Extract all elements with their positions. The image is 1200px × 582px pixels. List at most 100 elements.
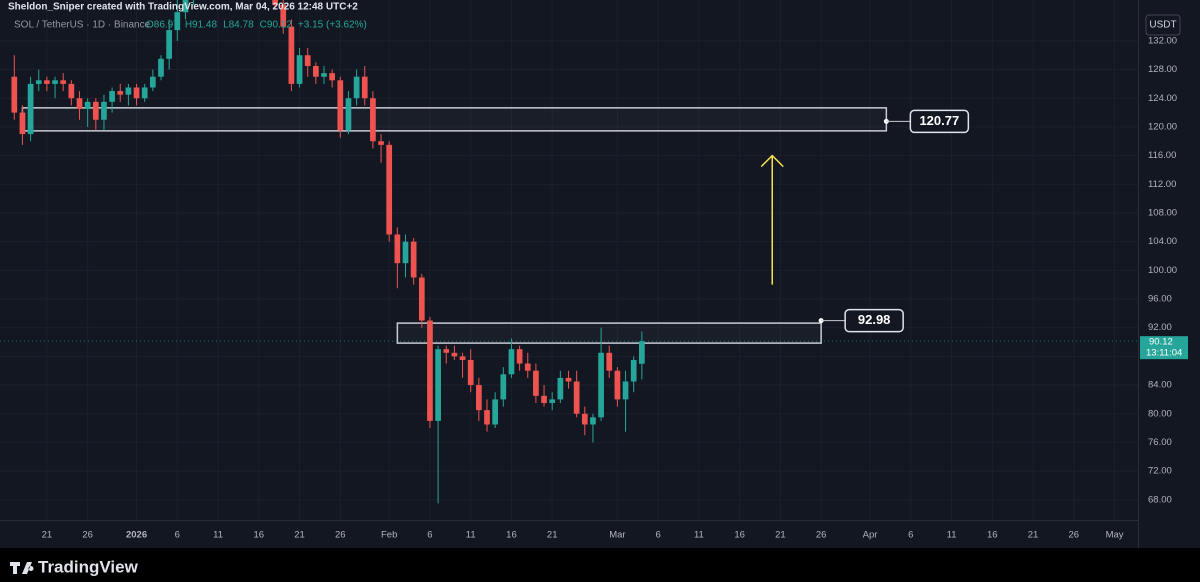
credit: Sheldon_Sniper created with TradingView.… <box>8 2 358 13</box>
y-tick-label: 124.00 <box>1148 93 1177 104</box>
candle-body <box>622 381 629 400</box>
x-tick-label: 6 <box>908 530 913 541</box>
x-tick-label: 2026 <box>126 530 147 541</box>
x-tick-label: 11 <box>947 530 957 541</box>
candle-body <box>443 349 450 353</box>
candle-body <box>117 91 124 95</box>
y-tick-label: 84.00 <box>1148 380 1172 391</box>
axes: 68.0072.0076.0080.0084.0088.0092.0096.00… <box>42 35 1177 540</box>
y-tick-label: 132.00 <box>1148 35 1177 46</box>
zone-label: 92.98 <box>858 312 891 327</box>
candle-body <box>378 141 384 145</box>
countdown: 13:11:04 <box>1146 348 1182 359</box>
x-tick-label: 26 <box>816 530 827 541</box>
candle-body <box>60 80 67 84</box>
candle-body <box>337 80 344 131</box>
candle-body <box>565 377 572 382</box>
candle-body <box>557 377 564 400</box>
y-tick-label: 112.00 <box>1148 179 1176 190</box>
candle-body <box>288 26 295 84</box>
chart-background <box>0 0 1200 548</box>
candle-body <box>500 374 507 400</box>
x-tick-label: 16 <box>734 530 745 541</box>
ohlc-value: H91.48 <box>185 20 218 31</box>
plot-area <box>0 0 1138 504</box>
x-tick-label: Apr <box>863 530 878 541</box>
candle-body <box>590 417 596 425</box>
candle-body <box>68 83 75 99</box>
x-tick-label: Mar <box>609 530 625 541</box>
candle-body <box>182 0 189 13</box>
y-tick-label: 76.00 <box>1148 437 1172 448</box>
zone-label-box <box>844 308 904 333</box>
y-tick-label: 80.00 <box>1148 408 1172 419</box>
candle-body <box>451 352 458 357</box>
y-tick-label: 68.00 <box>1148 494 1172 505</box>
candle-body <box>304 55 311 66</box>
x-tick-label: 16 <box>987 530 998 541</box>
candle-body <box>370 98 376 142</box>
candle-body <box>475 385 482 411</box>
candle-body <box>581 413 588 425</box>
candle-body <box>35 80 42 84</box>
candle-body <box>109 91 115 102</box>
candle-body <box>19 112 26 135</box>
x-tick-label: 21 <box>547 530 558 541</box>
candle-body <box>606 352 613 371</box>
x-tick-label: 16 <box>506 530 517 541</box>
ohlc-value: O86.97 <box>146 20 179 31</box>
candle-body <box>312 65 319 77</box>
x-tick-label: 26 <box>1069 530 1080 541</box>
x-tick-label: 11 <box>213 530 223 541</box>
candle-body <box>353 76 360 99</box>
candle-body <box>329 73 336 81</box>
candle-body <box>84 101 91 109</box>
x-tick-label: 6 <box>656 530 661 541</box>
candle-body <box>158 58 164 77</box>
candle-body <box>614 370 621 400</box>
candle-body <box>630 359 637 382</box>
ohlc-legend: O86.97 H91.48 L84.78 C90.12 +3.15 (+3.62%) <box>146 20 367 31</box>
candle-body <box>76 98 83 109</box>
candle-body <box>516 349 523 364</box>
zone <box>396 322 822 344</box>
footer-background <box>0 548 1200 582</box>
x-tick-label: 26 <box>335 530 346 541</box>
candle-body <box>101 101 107 120</box>
candle-body <box>321 73 327 77</box>
x-tick-label: 11 <box>694 530 704 541</box>
brand-logo <box>10 562 34 574</box>
candle-body <box>386 144 393 235</box>
y-tick-label: 128.00 <box>1148 64 1177 75</box>
x-tick-label: 26 <box>82 530 93 541</box>
candle-body <box>44 80 50 84</box>
candle-body <box>533 370 539 396</box>
candle-body <box>573 381 580 414</box>
x-tick-label: 21 <box>42 530 53 541</box>
last-price: 90.12 <box>1149 337 1173 348</box>
candle-body <box>361 76 368 99</box>
candle-body <box>92 101 99 120</box>
y-tick-label: 104.00 <box>1148 236 1177 247</box>
candle-body <box>52 80 58 84</box>
zone-label-box <box>909 109 970 134</box>
ohlc-value: +3.15 (+3.62%) <box>298 20 367 31</box>
candle-body <box>345 98 352 131</box>
currency-box <box>1145 14 1181 36</box>
last-price-box <box>1140 336 1188 360</box>
candle-body <box>549 399 556 403</box>
candle-body <box>435 349 441 421</box>
y-tick-label: 100.00 <box>1148 265 1177 276</box>
candle-body <box>492 399 499 425</box>
ohlc-value: L84.78 <box>223 20 254 31</box>
x-tick-label: 21 <box>1028 530 1039 541</box>
currency: USDT <box>1149 20 1176 31</box>
y-tick-label: 116.00 <box>1148 150 1176 161</box>
candle-body <box>427 320 433 421</box>
brand: TradingView <box>38 557 139 576</box>
zone-label: 120.77 <box>919 113 959 128</box>
y-tick-label: 72.00 <box>1148 466 1172 477</box>
candle-body <box>541 395 547 403</box>
candle-body <box>11 76 18 113</box>
candle-body <box>508 349 515 375</box>
